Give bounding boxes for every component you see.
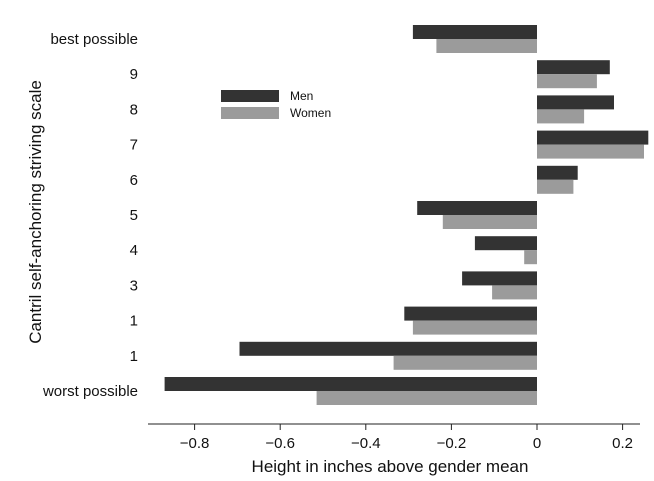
bar-women-0 [436, 39, 537, 53]
bar-men-1 [537, 60, 610, 75]
bar-men-7 [462, 271, 537, 286]
bar-men-2 [537, 95, 614, 110]
bar-men-5 [417, 201, 537, 215]
bar-women-1 [537, 74, 597, 89]
bar-women-10 [316, 391, 537, 405]
bars-group [164, 25, 649, 405]
y-category-label: 1 [130, 348, 138, 365]
x-ticks-group: −0.8 −0.6 −0.4 −0.2 0 0.2 [180, 424, 633, 452]
bar-women-9 [393, 355, 537, 370]
y-category-labels: best possible 9 8 7 6 5 4 3 1 1 worst possible [42, 31, 138, 400]
legend: Men Women [221, 89, 331, 120]
y-category-label: 5 [130, 207, 138, 224]
bar-men-9 [239, 341, 537, 356]
y-category-label: 1 [130, 313, 138, 330]
y-category-label: 4 [130, 242, 138, 259]
y-category-label: worst possible [42, 383, 138, 400]
bar-women-6 [524, 250, 537, 265]
x-tick-label: −0.6 [265, 435, 295, 452]
legend-label-men: Men [290, 89, 313, 103]
bar-women-7 [492, 285, 537, 300]
bar-women-8 [412, 320, 537, 335]
legend-swatch-women [221, 107, 279, 119]
legend-swatch-men [221, 90, 279, 102]
bar-women-5 [442, 215, 537, 229]
bar-men-3 [537, 130, 649, 145]
x-tick-label: 0 [533, 435, 541, 452]
bar-women-3 [537, 144, 644, 159]
bar-women-2 [537, 109, 585, 124]
bar-men-6 [474, 236, 537, 251]
legend-label-women: Women [290, 106, 331, 120]
y-category-label: 7 [130, 137, 138, 154]
y-category-label: 9 [130, 66, 138, 83]
bar-men-0 [412, 25, 537, 39]
bar-men-8 [404, 306, 537, 321]
bar-men-10 [164, 377, 537, 391]
bar-men-4 [537, 165, 578, 180]
bar-women-4 [537, 179, 574, 194]
y-category-label: 6 [130, 172, 138, 189]
x-axis-title: Height in inches above gender mean [252, 457, 529, 476]
x-tick-label: −0.8 [180, 435, 210, 452]
y-axis-title: Cantril self-anchoring striving scale [26, 80, 45, 344]
x-tick-label: 0.2 [612, 435, 633, 452]
x-tick-label: −0.2 [437, 435, 467, 452]
y-category-label: best possible [50, 31, 138, 48]
x-tick-label: −0.4 [351, 435, 381, 452]
y-category-label: 3 [130, 277, 138, 294]
y-category-label: 8 [130, 101, 138, 118]
